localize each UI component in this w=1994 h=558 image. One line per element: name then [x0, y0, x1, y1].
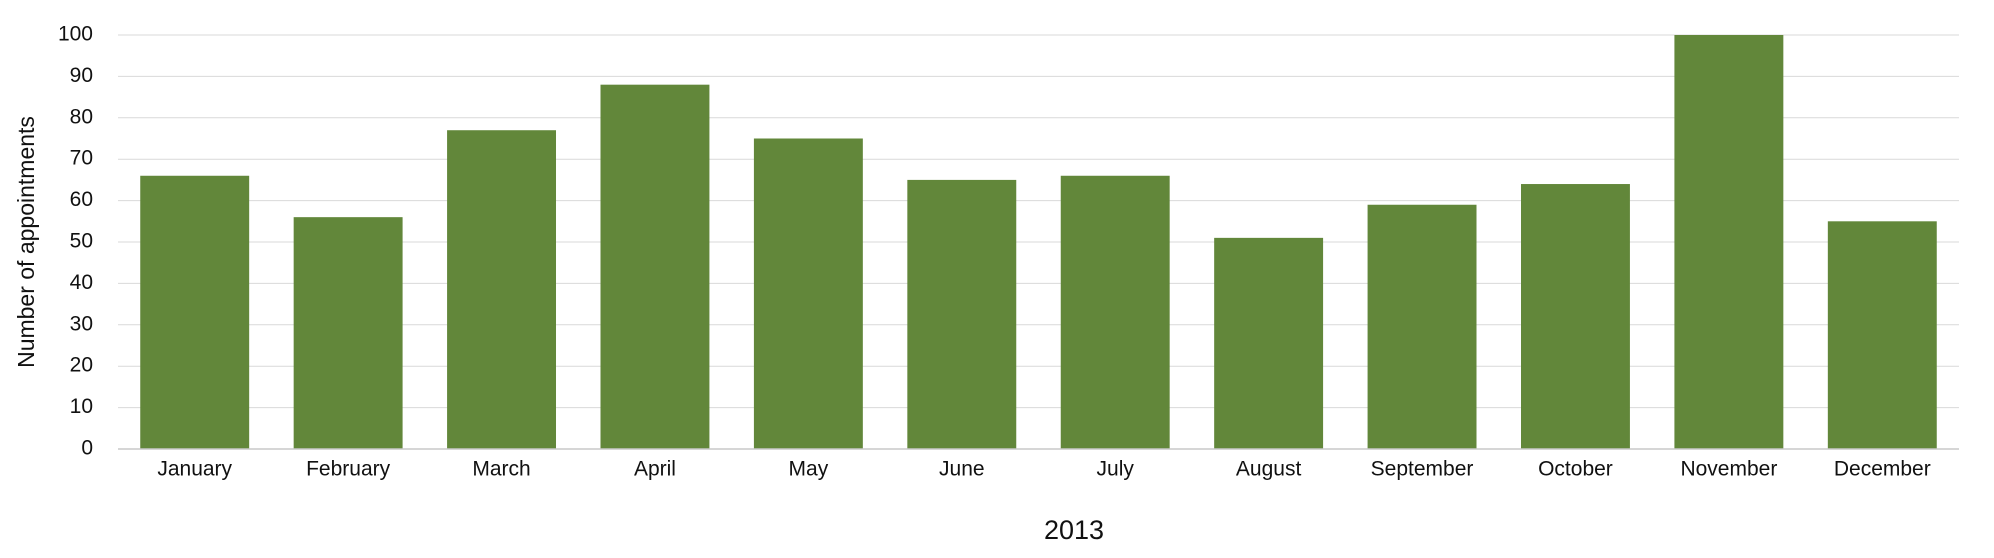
bar [140, 175, 250, 449]
bar [1827, 221, 1937, 449]
x-tick-label: May [789, 458, 829, 481]
x-axis-title: 2013 [1044, 515, 1104, 545]
y-tick-label: 90 [70, 64, 93, 87]
x-tick-label: August [1236, 458, 1302, 481]
y-tick-label: 80 [70, 105, 93, 128]
y-tick-label: 10 [70, 395, 93, 418]
x-tick-label: September [1371, 458, 1474, 481]
bar [753, 138, 863, 449]
bar [293, 217, 403, 449]
y-tick-label: 0 [81, 437, 93, 460]
x-tick-label: March [472, 458, 530, 481]
y-tick-label: 20 [70, 354, 93, 377]
bar [600, 84, 710, 450]
bar [1060, 175, 1170, 449]
bar [1367, 204, 1477, 449]
x-tick-label: February [306, 458, 391, 481]
y-tick-label: 70 [70, 147, 93, 170]
x-tick-label: June [939, 458, 985, 481]
bar [1520, 184, 1630, 450]
bar [1214, 237, 1324, 449]
y-tick-label: 50 [70, 230, 93, 253]
y-tick-label: 40 [70, 271, 93, 294]
y-tick-label: 60 [70, 188, 93, 211]
bar [907, 179, 1017, 449]
x-tick-label: December [1834, 458, 1931, 481]
y-tick-label: 100 [58, 23, 93, 46]
bar [1674, 35, 1784, 449]
y-tick-label: 30 [70, 312, 93, 335]
x-tick-label: October [1538, 458, 1613, 481]
x-tick-label: November [1680, 458, 1777, 481]
x-tick-label: January [157, 458, 232, 481]
x-tick-label: April [634, 458, 676, 481]
y-axis-title: Number of appointments [13, 116, 39, 368]
bar [447, 130, 557, 449]
x-tick-label: July [1097, 458, 1135, 481]
